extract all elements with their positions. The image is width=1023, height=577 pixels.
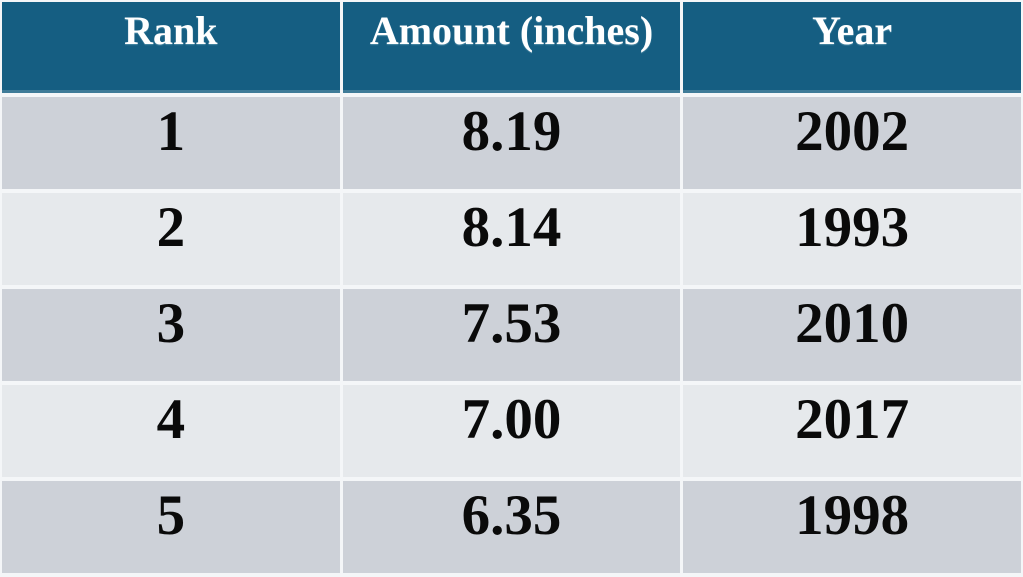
cell-year: 2017 (683, 385, 1021, 477)
cell-year: 2010 (683, 289, 1021, 381)
header-cell-amount-inches: Amount (inches) (342, 2, 681, 93)
header-cell-year: Year (683, 2, 1021, 93)
cell-rank: 3 (2, 289, 340, 381)
cell-amount: 7.53 (342, 289, 681, 381)
cell-rank: 2 (2, 193, 340, 285)
cell-amount: 7.00 (342, 385, 681, 477)
cell-rank: 4 (2, 385, 340, 477)
cell-amount: 6.35 (342, 481, 681, 573)
cell-year: 1998 (683, 481, 1021, 573)
cell-rank: 1 (2, 97, 340, 189)
cell-rank: 5 (2, 481, 340, 573)
cell-amount: 8.19 (342, 97, 681, 189)
header-cell-rank: Rank (2, 2, 340, 93)
cell-amount: 8.14 (342, 193, 681, 285)
cell-year: 2002 (683, 97, 1021, 189)
cell-year: 1993 (683, 193, 1021, 285)
